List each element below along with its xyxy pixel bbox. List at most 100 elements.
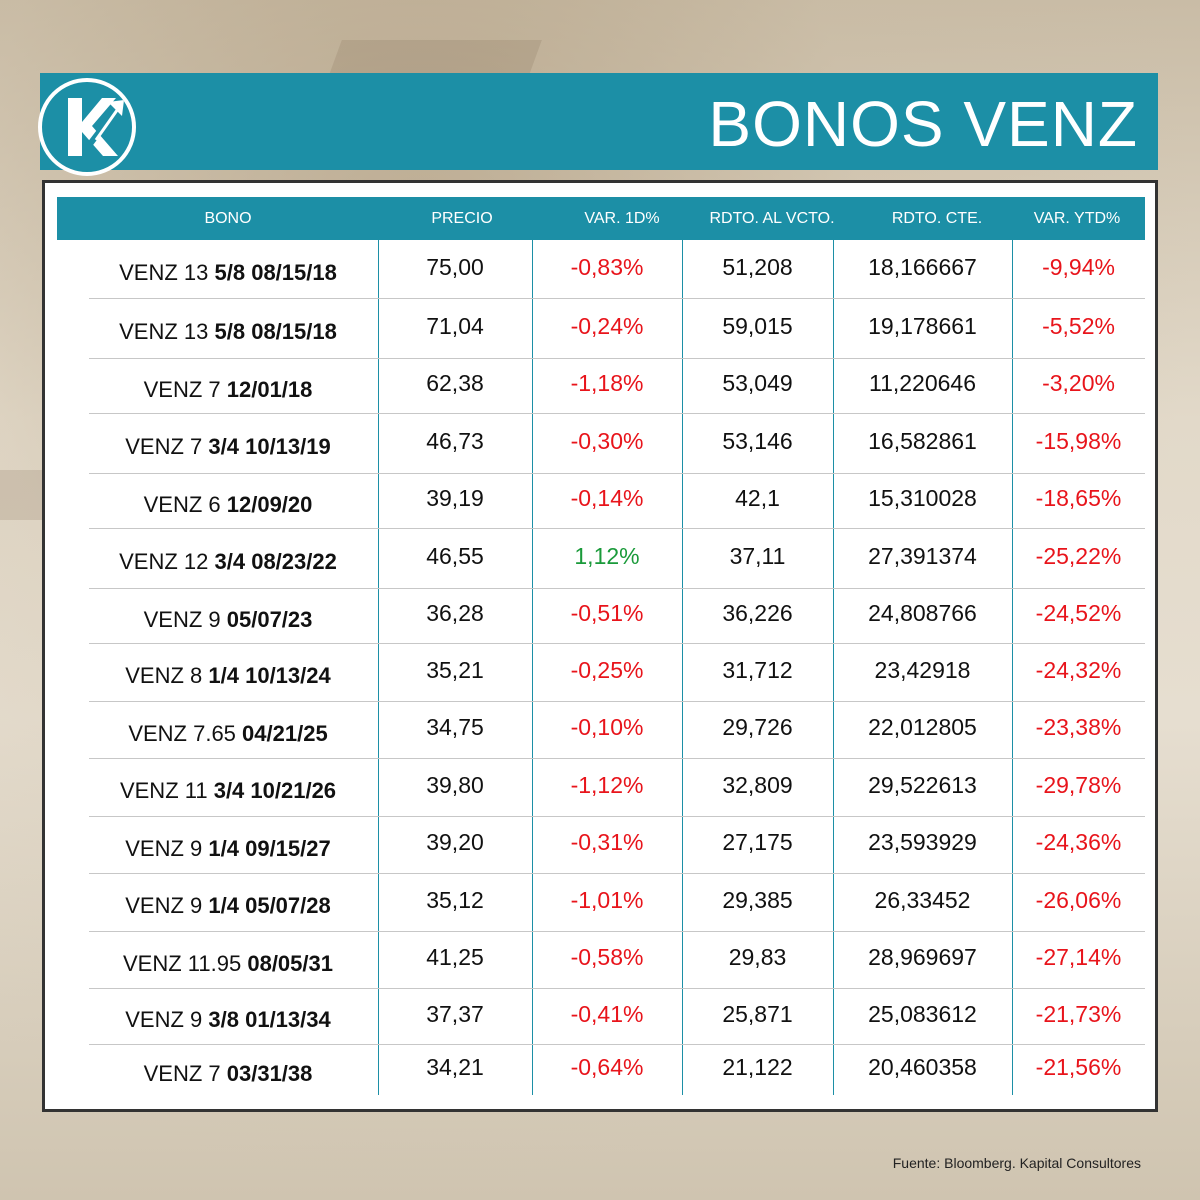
bono-maturity: 05/07/23 [226, 607, 313, 632]
cell-var1d: -1,18% [570, 370, 644, 396]
cell-rdto-vcto: 59,015 [722, 313, 793, 339]
cell-var-ytd: -3,20% [1042, 370, 1115, 396]
column-header-var-ytd: VAR. YTD% [1033, 210, 1121, 227]
cell-var-ytd: -9,94% [1042, 254, 1115, 280]
cell-var-ytd: -5,52% [1042, 313, 1115, 339]
column-divider [1012, 240, 1013, 1095]
bono-maturity: 3/4 10/13/19 [208, 434, 331, 459]
bono-prefix: VENZ 11.95 [123, 951, 242, 976]
cell-var-ytd: -24,52% [1035, 600, 1122, 626]
bono-prefix: VENZ 12 [119, 549, 209, 574]
bono-prefix: VENZ 9 [125, 893, 203, 918]
cell-rdto-vcto: 29,385 [722, 887, 793, 913]
row-divider [89, 1044, 1145, 1045]
cell-rdto-vcto: 51,208 [722, 254, 793, 280]
cell-rdto-cte: 23,593929 [868, 829, 977, 855]
cell-rdto-cte: 22,012805 [868, 714, 977, 740]
cell-bono: VENZ 9 05/07/23 [73, 588, 383, 643]
table-row: VENZ 9 1/4 05/07/28 35,12 -1,01% 29,385 26,3… [45, 873, 1155, 931]
column-header-rdto-vcto: RDTO. AL VCTO. [709, 210, 835, 227]
cell-bono: VENZ 8 1/4 10/13/24 [73, 643, 383, 701]
column-divider [378, 240, 379, 1095]
cell-var1d: -0,31% [570, 829, 644, 855]
row-divider [89, 701, 1145, 702]
table-row: VENZ 7.65 04/21/25 34,75 -0,10% 29,726 22,01… [45, 701, 1155, 758]
cell-rdto-vcto: 36,226 [722, 600, 793, 626]
cell-precio: 41,25 [426, 944, 484, 970]
column-header-rdto-cte: RDTO. CTE. [891, 210, 983, 227]
kapital-k-arrow-icon [68, 98, 125, 156]
cell-bono: VENZ 7 03/31/38 [73, 1044, 383, 1095]
bono-prefix: VENZ 8 [125, 663, 203, 688]
cell-rdto-cte: 16,582861 [868, 428, 977, 454]
row-divider [89, 358, 1145, 359]
bono-maturity: 03/31/38 [226, 1061, 313, 1086]
cell-rdto-vcto: 53,049 [722, 370, 793, 396]
bono-prefix: VENZ 13 [119, 260, 209, 285]
table-row: VENZ 12 3/4 08/23/22 46,55 1,12% 37,11 27,39… [45, 528, 1155, 588]
table-row: VENZ 9 1/4 09/15/27 39,20 -0,31% 27,175 23,5… [45, 816, 1155, 873]
table-row: VENZ 11.95 08/05/31 41,25 -0,58% 29,83 28,96… [45, 931, 1155, 988]
column-header-bono: BONO [204, 210, 252, 227]
page-title: BONOS VENZ [708, 88, 1138, 160]
cell-bono: VENZ 9 1/4 09/15/27 [73, 816, 383, 873]
bono-maturity: 5/8 08/15/18 [214, 319, 337, 344]
cell-bono: VENZ 11 3/4 10/21/26 [73, 758, 383, 816]
row-divider [89, 528, 1145, 529]
cell-bono: VENZ 7.65 04/21/25 [73, 701, 383, 758]
cell-var1d: -0,58% [570, 944, 644, 970]
cell-bono: VENZ 9 1/4 05/07/28 [73, 873, 383, 931]
cell-rdto-vcto: 53,146 [722, 428, 793, 454]
cell-var1d: -1,12% [570, 772, 644, 798]
row-divider [89, 758, 1145, 759]
header-bar [40, 73, 1158, 170]
cell-precio: 36,28 [426, 600, 484, 626]
cell-rdto-cte: 25,083612 [868, 1001, 977, 1027]
source-note: Fuente: Bloomberg. Kapital Consultores [892, 1155, 1141, 1171]
cell-var1d: -0,30% [570, 428, 644, 454]
row-divider [89, 298, 1145, 299]
bono-maturity: 12/01/18 [226, 377, 313, 402]
cell-var1d: -0,51% [570, 600, 644, 626]
bono-maturity: 3/8 01/13/34 [208, 1007, 331, 1032]
bono-maturity: 1/4 05/07/28 [208, 893, 331, 918]
cell-var1d: -0,25% [570, 657, 644, 683]
bono-prefix: VENZ 9 [125, 1007, 203, 1032]
cell-var1d: -0,14% [570, 485, 644, 511]
cell-rdto-cte: 15,310028 [868, 485, 977, 511]
cell-var-ytd: -21,73% [1035, 1001, 1122, 1027]
cell-precio: 46,73 [426, 428, 484, 454]
bono-maturity: 08/05/31 [247, 951, 333, 976]
cell-rdto-vcto: 32,809 [722, 772, 793, 798]
row-divider [89, 413, 1145, 414]
kapital-logo [38, 78, 136, 176]
cell-precio: 34,21 [426, 1054, 484, 1080]
cell-precio: 34,75 [426, 714, 484, 740]
cell-precio: 39,80 [426, 772, 484, 798]
cell-rdto-vcto: 25,871 [722, 1001, 793, 1027]
cell-var1d: -0,24% [570, 313, 644, 339]
cell-bono: VENZ 13 5/8 08/15/18 [73, 298, 383, 358]
cell-var-ytd: -24,36% [1035, 829, 1122, 855]
column-divider [682, 240, 683, 1095]
cell-precio: 46,55 [426, 543, 484, 569]
row-divider [89, 643, 1145, 644]
cell-precio: 39,20 [426, 829, 484, 855]
cell-rdto-cte: 29,522613 [868, 772, 977, 798]
cell-var-ytd: -25,22% [1035, 543, 1122, 569]
bonds-table-panel: BONO PRECIO VAR. 1D% RDTO. AL VCTO. RDTO… [42, 180, 1158, 1112]
cell-rdto-vcto: 29,726 [722, 714, 793, 740]
cell-rdto-vcto: 29,83 [728, 944, 787, 970]
cell-bono: VENZ 9 3/8 01/13/34 [73, 988, 383, 1044]
bono-maturity: 1/4 10/13/24 [208, 663, 331, 688]
bono-prefix: VENZ 11 [119, 778, 208, 803]
bono-prefix: VENZ 7.65 [128, 721, 236, 746]
column-divider [833, 240, 834, 1095]
bono-prefix: VENZ 9 [143, 607, 221, 632]
background-structure [0, 470, 45, 520]
table-row: VENZ 13 5/8 08/15/18 71,04 -0,24% 59,015 19,… [45, 298, 1155, 358]
column-header-var-1d: VAR. 1D% [584, 210, 660, 227]
cell-var-ytd: -24,32% [1035, 657, 1122, 683]
cell-rdto-cte: 19,178661 [868, 313, 977, 339]
cell-rdto-cte: 23,42918 [874, 657, 971, 683]
